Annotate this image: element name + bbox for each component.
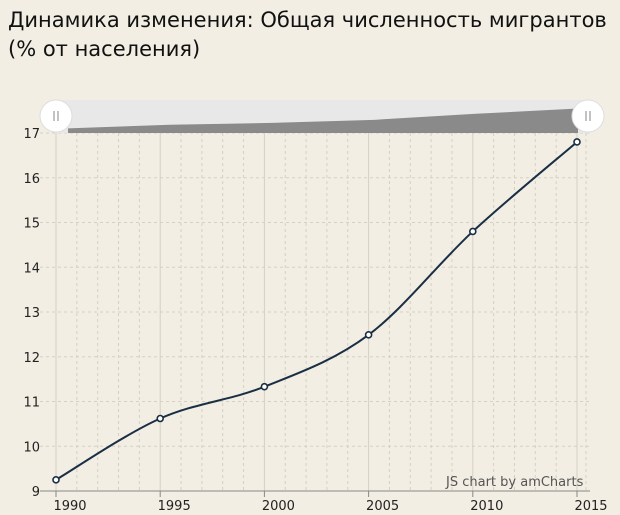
scrollbar-right-handle[interactable] [571, 99, 605, 133]
x-tick-label: 2015 [574, 499, 607, 514]
grip-lines-icon [571, 99, 605, 133]
y-tick-label: 11 [23, 396, 40, 411]
amcharts-credit-link[interactable]: JS chart by amCharts [445, 475, 584, 490]
y-tick-label: 12 [23, 351, 40, 366]
x-tick-label: 2010 [470, 499, 503, 514]
series-line [55, 141, 578, 481]
x-tick-label: 1990 [53, 499, 86, 514]
y-axis: 9 10 11 12 13 14 15 16 17 [23, 127, 40, 500]
x-tick-label: 1995 [158, 499, 191, 514]
y-tick-label: 17 [23, 127, 40, 142]
grip-lines-icon [39, 99, 73, 133]
x-tick-label: 2000 [262, 499, 295, 514]
series-group [52, 138, 581, 484]
data-point[interactable] [468, 227, 477, 236]
chart-title: Динамика изменения: Общая численность ми… [8, 8, 607, 61]
scrollbar-left-handle[interactable] [39, 99, 73, 133]
y-tick-label: 15 [23, 217, 40, 232]
x-tick-label: 2005 [366, 499, 399, 514]
data-point[interactable] [156, 414, 164, 423]
data-point[interactable] [260, 382, 269, 391]
grid-lines [40, 132, 590, 492]
y-tick-label: 9 [32, 485, 40, 500]
y-tick-label: 10 [23, 440, 40, 455]
data-point[interactable] [52, 476, 60, 484]
data-point[interactable] [573, 138, 581, 146]
chart-scrollbar [39, 99, 605, 133]
y-tick-label: 16 [23, 172, 40, 187]
x-axis: 1990 1995 2000 2005 2010 2015 [40, 490, 608, 514]
y-tick-label: 13 [23, 306, 40, 321]
scrollbar-preview-area [68, 108, 578, 133]
data-point[interactable] [364, 331, 373, 339]
y-tick-label: 14 [23, 261, 40, 276]
